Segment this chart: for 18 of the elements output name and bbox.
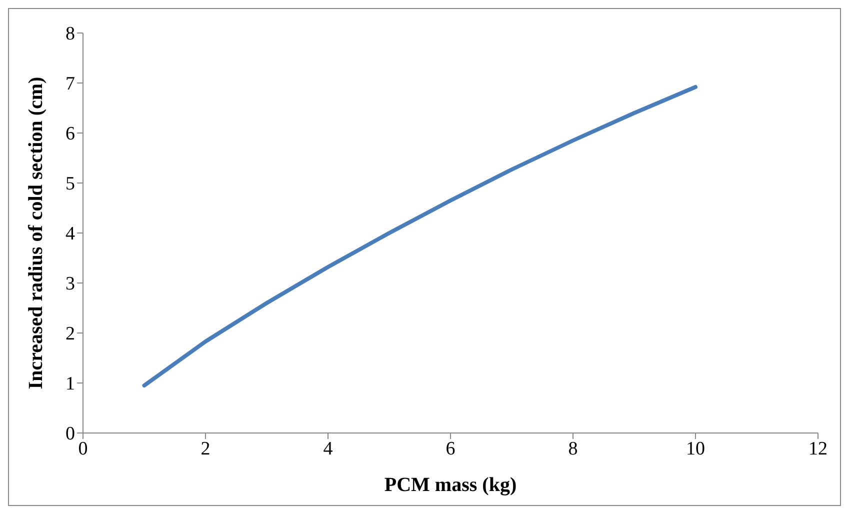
x-axis-title: PCM mass (kg) xyxy=(384,474,517,496)
x-tick-label: 12 xyxy=(808,438,828,460)
y-tick-label: 5 xyxy=(66,174,75,195)
y-tick-label: 0 xyxy=(66,424,75,445)
y-tick-label: 6 xyxy=(66,124,75,145)
y-tick-label: 3 xyxy=(66,274,75,295)
x-tick-label: 8 xyxy=(568,438,578,460)
y-tick-label: 7 xyxy=(66,74,75,95)
x-tick-label: 4 xyxy=(323,438,334,460)
y-tick-label: 4 xyxy=(66,224,76,245)
y-tick-label: 1 xyxy=(66,374,75,395)
x-tick-label: 2 xyxy=(200,438,210,460)
y-tick-label: 2 xyxy=(66,324,75,345)
y-axis-title: Increased radius of cold section (cm) xyxy=(25,76,48,390)
x-tick-label: 10 xyxy=(686,438,705,460)
y-tick-label: 8 xyxy=(66,24,75,45)
line-series xyxy=(142,85,698,388)
x-tick-label: 6 xyxy=(446,438,456,460)
